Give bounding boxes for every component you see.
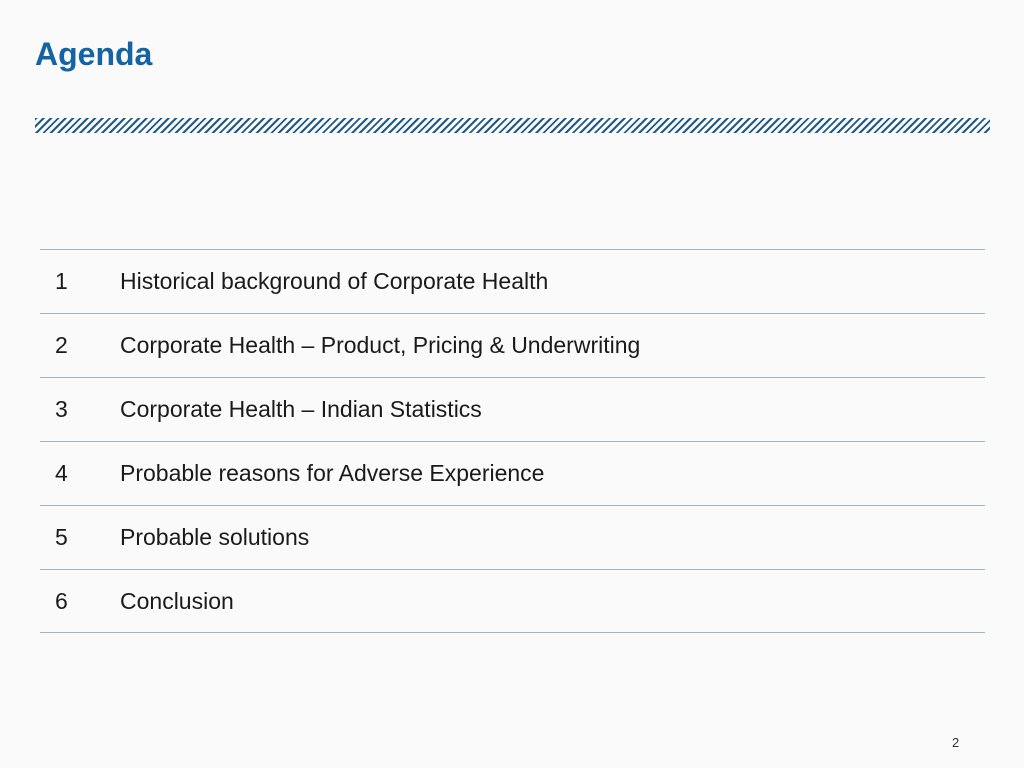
- agenda-item-number: 6: [55, 587, 68, 614]
- agenda-item-label: Historical background of Corporate Healt…: [120, 268, 549, 294]
- hatched-divider-line: [35, 118, 990, 133]
- agenda-item-label: Probable solutions: [120, 524, 310, 550]
- agenda-item-number: 3: [55, 396, 68, 422]
- list-item: 1 Historical background of Corporate Hea…: [40, 249, 985, 313]
- page-title: Agenda: [35, 36, 153, 72]
- agenda-item-number: 4: [55, 460, 68, 486]
- agenda-item-number: 5: [55, 524, 68, 550]
- slide-page-number: 2: [952, 735, 960, 750]
- agenda-item-label: Probable reasons for Adverse Experience: [120, 460, 545, 486]
- agenda-item-number: 2: [55, 332, 68, 358]
- agenda-item-label: Corporate Health – Indian Statistics: [120, 396, 482, 422]
- agenda-item-number: 1: [55, 268, 68, 294]
- list-item: 6 Conclusion: [40, 569, 985, 633]
- list-item: 2 Corporate Health – Product, Pricing & …: [40, 313, 985, 377]
- list-item: 4 Probable reasons for Adverse Experienc…: [40, 441, 985, 505]
- agenda-item-label: Corporate Health – Product, Pricing & Un…: [120, 332, 641, 358]
- list-item: 3 Corporate Health – Indian Statistics: [40, 377, 985, 441]
- agenda-item-label: Conclusion: [120, 587, 234, 614]
- agenda-list: 1 Historical background of Corporate Hea…: [40, 249, 985, 633]
- list-item: 5 Probable solutions: [40, 505, 985, 569]
